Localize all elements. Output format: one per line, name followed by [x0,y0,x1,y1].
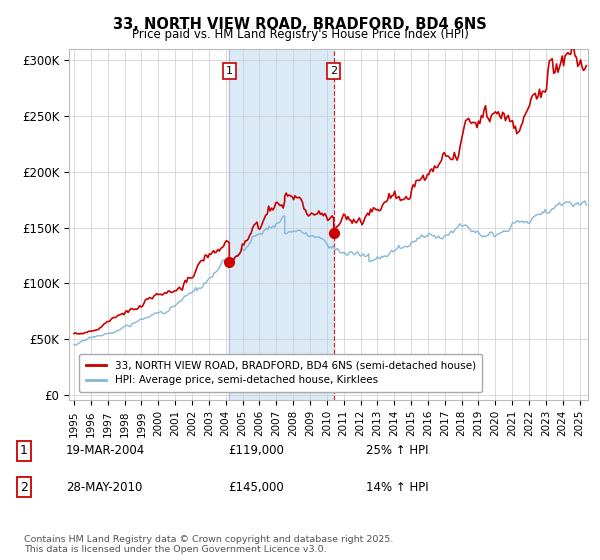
Text: Price paid vs. HM Land Registry's House Price Index (HPI): Price paid vs. HM Land Registry's House … [131,28,469,41]
Text: 1: 1 [20,444,28,458]
Bar [229,49,334,400]
Text: 33, NORTH VIEW ROAD, BRADFORD, BD4 6NS: 33, NORTH VIEW ROAD, BRADFORD, BD4 6NS [113,17,487,32]
Text: 28-MAY-2010: 28-MAY-2010 [66,480,142,494]
Text: 14% ↑ HPI: 14% ↑ HPI [366,480,428,494]
Text: 2: 2 [20,480,28,494]
Text: 1: 1 [226,66,233,76]
Text: 2: 2 [330,66,337,76]
Text: Contains HM Land Registry data © Crown copyright and database right 2025.
This d: Contains HM Land Registry data © Crown c… [24,535,394,554]
Legend: 33, NORTH VIEW ROAD, BRADFORD, BD4 6NS (semi-detached house), HPI: Average price: 33, NORTH VIEW ROAD, BRADFORD, BD4 6NS (… [79,354,482,391]
Text: 25% ↑ HPI: 25% ↑ HPI [366,444,428,458]
Text: £145,000: £145,000 [228,480,284,494]
Text: 19-MAR-2004: 19-MAR-2004 [66,444,145,458]
Text: £119,000: £119,000 [228,444,284,458]
